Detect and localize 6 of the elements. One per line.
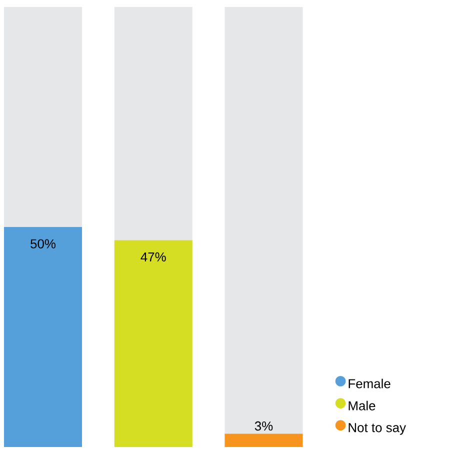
data-label: 3%	[254, 421, 273, 431]
data-label: 50%	[30, 239, 56, 248]
legend-label: Not to say	[348, 423, 406, 435]
data-label: 47%	[140, 252, 166, 262]
legend-label: Female	[348, 378, 390, 388]
legend-label: Male	[348, 400, 376, 410]
